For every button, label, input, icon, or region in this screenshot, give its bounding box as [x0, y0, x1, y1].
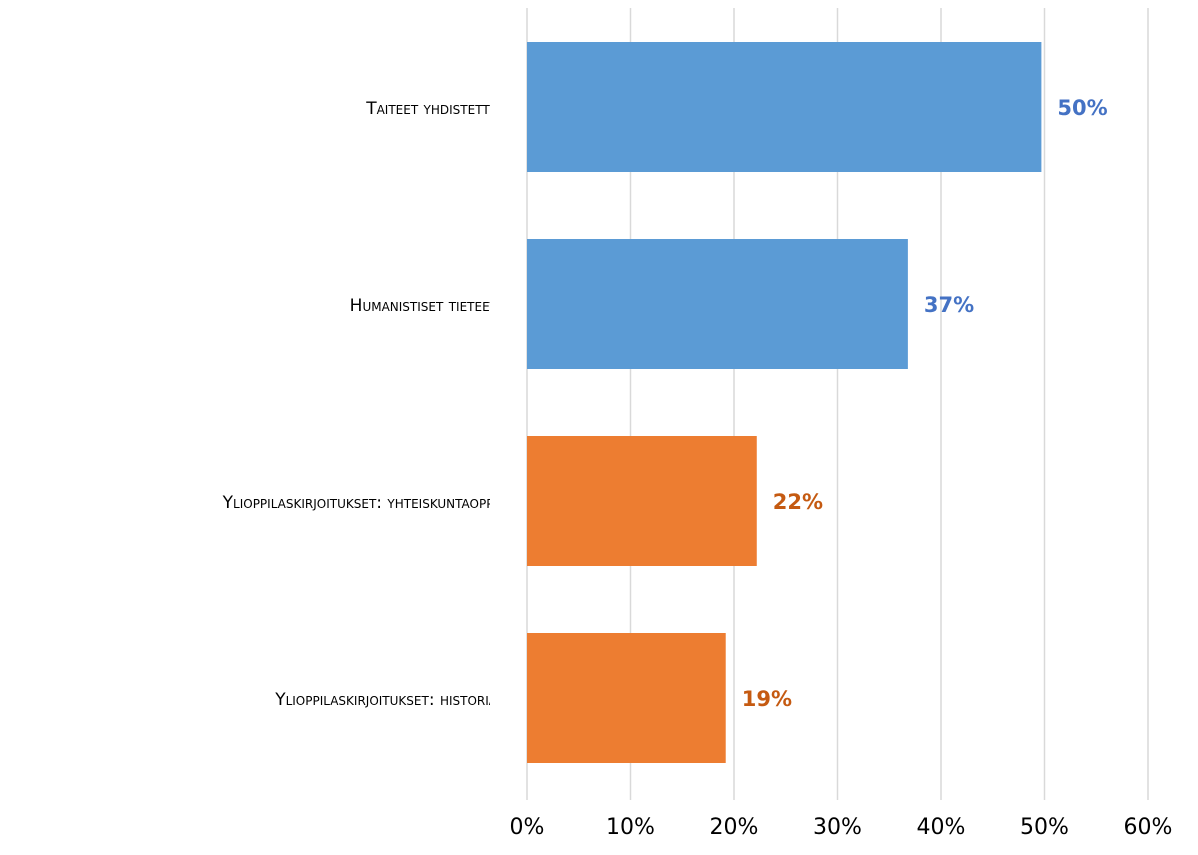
category-label: Humanistiset tieteet	[350, 296, 498, 316]
value-label: 50%	[1057, 96, 1107, 120]
category-label: Taiteet yhdistetty	[365, 99, 497, 119]
value-label: 19%	[742, 687, 792, 711]
bar	[527, 633, 726, 763]
x-tick-label: 0%	[510, 815, 545, 840]
x-tick-label: 40%	[917, 815, 966, 840]
x-tick-label: 50%	[1020, 815, 1069, 840]
x-tick-label: 30%	[813, 815, 862, 840]
category-label: Ylioppilaskirjoitukset: yhteiskuntaoppi	[222, 493, 497, 513]
bar	[527, 436, 757, 566]
bar	[527, 42, 1042, 172]
bar	[527, 239, 908, 369]
x-tick-label: 10%	[606, 815, 655, 840]
value-label: 37%	[924, 293, 974, 317]
x-tick-label: 60%	[1124, 815, 1173, 840]
value-label: 22%	[773, 490, 823, 514]
x-tick-label: 20%	[710, 815, 759, 840]
category-label: Ylioppilaskirjoitukset: historia	[274, 690, 498, 710]
